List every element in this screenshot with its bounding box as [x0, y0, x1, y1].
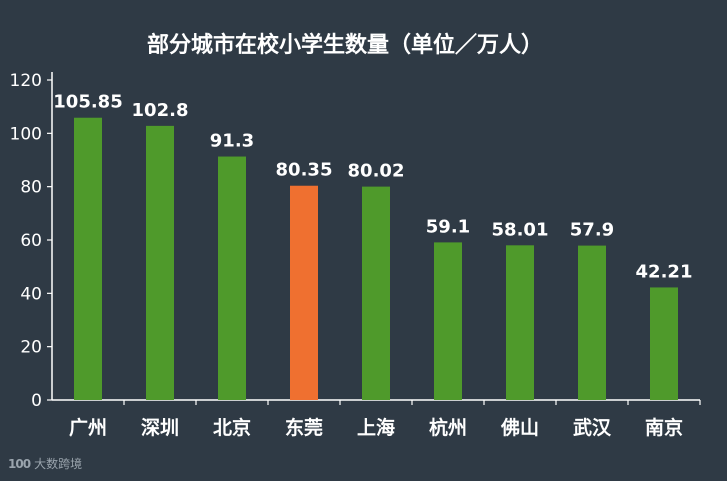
x-axis: 广州 深圳 北京 东莞 上海 杭州 佛山 武汉 南京 — [52, 399, 701, 439]
data-labels: 105.85 102.8 91.3 80.35 80.02 59.1 58.01 57.9 42… — [53, 92, 692, 283]
data-label: 80.02 — [348, 161, 405, 182]
bar — [146, 125, 174, 400]
x-tick-label: 广州 — [69, 416, 107, 439]
y-tick-label: 0 — [31, 391, 42, 411]
bar — [506, 245, 534, 400]
bar — [362, 186, 390, 400]
y-tick-label: 20 — [20, 338, 42, 358]
x-tick-label: 佛山 — [500, 416, 539, 439]
x-tick-label: 深圳 — [141, 416, 179, 439]
bar — [74, 117, 102, 400]
bar — [434, 242, 462, 400]
y-tick-label: 100 — [10, 124, 42, 144]
bars — [74, 117, 678, 400]
x-tick-label: 杭州 — [429, 416, 467, 439]
data-label: 57.9 — [570, 220, 614, 241]
x-tick-label: 北京 — [213, 416, 251, 439]
y-tick-label: 60 — [20, 231, 42, 251]
y-tick-label: 40 — [20, 284, 42, 304]
chart-title: 部分城市在校小学生数量（单位／万人） — [147, 32, 543, 58]
data-label: 42.21 — [636, 261, 693, 282]
y-tick-label: 80 — [20, 178, 42, 198]
bar — [650, 287, 678, 400]
data-label: 80.35 — [276, 160, 333, 181]
bar — [290, 185, 318, 400]
data-label: 105.85 — [53, 92, 122, 113]
data-label: 91.3 — [210, 131, 254, 152]
x-tick-label: 南京 — [645, 416, 683, 439]
x-tick-label: 东莞 — [285, 416, 323, 439]
x-tick-label: 武汉 — [573, 417, 612, 439]
y-tick-label: 120 — [10, 71, 42, 91]
watermark: 100 大数跨境 — [8, 455, 82, 472]
x-tick-label: 上海 — [357, 416, 395, 439]
data-label: 59.1 — [426, 216, 470, 237]
bar — [578, 245, 606, 400]
bar — [218, 156, 246, 400]
y-axis: 0 20 40 60 80 100 120 — [10, 71, 53, 411]
watermark-logo: 100 — [8, 457, 31, 471]
watermark-text: 大数跨境 — [34, 457, 83, 471]
data-label: 58.01 — [492, 219, 549, 240]
data-label: 102.8 — [132, 100, 189, 121]
